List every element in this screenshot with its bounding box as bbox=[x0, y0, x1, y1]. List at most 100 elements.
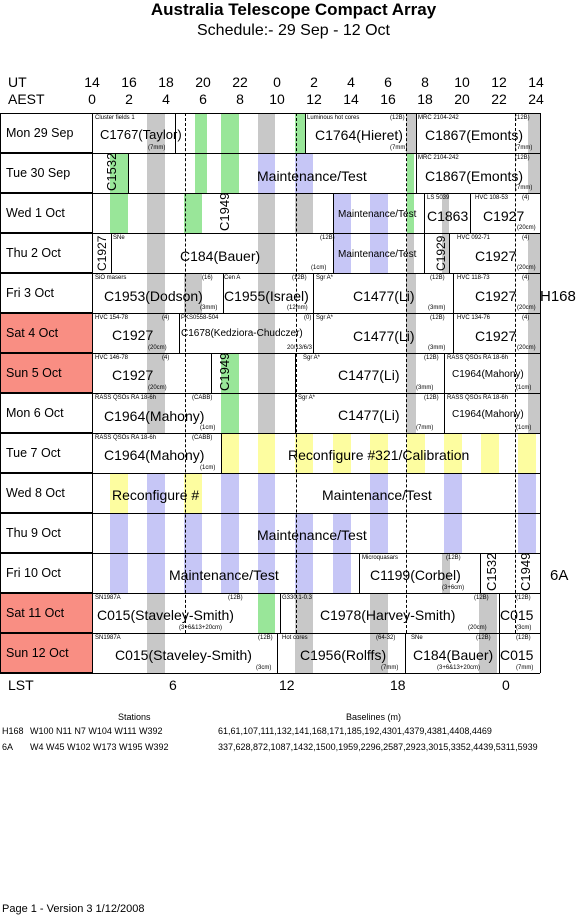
grid-vline bbox=[295, 353, 296, 393]
obs-block: C1964(Mahony) bbox=[452, 409, 524, 420]
ut-hour-label: 12 bbox=[491, 74, 507, 90]
grid-vline bbox=[305, 113, 306, 153]
time-stripe bbox=[184, 193, 202, 233]
ut-hour-label: 8 bbox=[421, 74, 429, 90]
grid-vline bbox=[540, 113, 541, 673]
obs-band: (3cm) bbox=[256, 665, 272, 671]
time-stripe bbox=[479, 633, 497, 673]
time-stripe bbox=[528, 233, 540, 273]
obs-source: LS 5039 bbox=[427, 195, 450, 201]
obs-block: Reconfigure # bbox=[112, 487, 200, 503]
ut-hour-label: 18 bbox=[158, 74, 174, 90]
time-stripe bbox=[295, 553, 313, 593]
obs-source: RASS QSOs RA 18-6h bbox=[95, 435, 157, 441]
ut-hour-label: 6 bbox=[384, 74, 392, 90]
obs-source: RASS QSOs RA 18-6h bbox=[447, 355, 509, 361]
time-stripe bbox=[147, 393, 165, 433]
ut-hour-label: 14 bbox=[528, 74, 544, 90]
time-stripe bbox=[258, 313, 275, 353]
config-stations: W100 N11 N7 W104 W111 W392 bbox=[30, 726, 163, 736]
obs-block: C1949 bbox=[217, 352, 232, 391]
obs-source: HVC 108-53 bbox=[475, 195, 509, 201]
obs-source: SN1987A bbox=[95, 595, 121, 601]
obs-block: C1927 bbox=[475, 248, 517, 264]
time-stripe bbox=[195, 113, 207, 153]
time-stripe bbox=[406, 113, 416, 153]
aest-hour-label: 12 bbox=[306, 91, 322, 107]
obs-source: Sgr A* bbox=[316, 315, 334, 321]
time-stripe bbox=[528, 393, 540, 433]
time-stripe bbox=[442, 193, 449, 233]
obs-block: C1956(Rolffs) bbox=[300, 647, 387, 663]
obs-block: C1927 bbox=[475, 328, 517, 344]
obs-count: (12B) bbox=[430, 275, 445, 281]
config-label-6a: 6A bbox=[550, 567, 569, 584]
grid-vline bbox=[277, 633, 278, 673]
obs-count: (4) bbox=[522, 315, 530, 321]
time-stripe bbox=[221, 473, 239, 513]
obs-block: C1927 bbox=[112, 367, 154, 383]
obs-block: C1767(Taylor) bbox=[100, 127, 182, 142]
grid-vline bbox=[128, 153, 129, 193]
ut-hour-label: 0 bbox=[273, 74, 281, 90]
time-stripe bbox=[258, 353, 275, 393]
time-stripe bbox=[147, 313, 165, 353]
obs-source: HVC 118-73 bbox=[457, 275, 490, 281]
obs-count: (12B) bbox=[515, 115, 530, 121]
aest-hour-label: 8 bbox=[236, 91, 244, 107]
time-stripe bbox=[221, 113, 239, 153]
lst-label: LST bbox=[8, 677, 34, 693]
time-stripe bbox=[147, 153, 165, 193]
grid-vline bbox=[92, 113, 93, 673]
obs-block: C1532 bbox=[484, 552, 499, 591]
ut-hour-label: 4 bbox=[347, 74, 355, 90]
day-label: Sat 4 Oct bbox=[0, 313, 92, 353]
grid-hline bbox=[0, 153, 540, 154]
time-stripe bbox=[147, 193, 165, 233]
config-baselines: 61,61,107,111,132,141,168,171,185,192,43… bbox=[218, 726, 492, 736]
time-stripe bbox=[295, 433, 313, 473]
time-stripe bbox=[333, 433, 351, 473]
time-stripe bbox=[258, 433, 275, 473]
obs-count: (CABB) bbox=[192, 395, 213, 401]
config-label-h168: H168 bbox=[540, 288, 576, 305]
time-stripe bbox=[479, 593, 497, 633]
ut-label: UT bbox=[8, 74, 27, 90]
time-stripe bbox=[195, 153, 207, 193]
obs-band: (3mm) bbox=[428, 305, 446, 311]
obs-band: (1cm) bbox=[516, 425, 532, 431]
obs-block: Maintenance/Test bbox=[257, 527, 367, 543]
grid-vline bbox=[0, 113, 1, 673]
obs-count: (12B) bbox=[430, 315, 445, 321]
time-stripe bbox=[370, 513, 388, 553]
obs-source: SiO masers bbox=[95, 275, 127, 281]
obs-count: (12B) bbox=[516, 595, 531, 601]
grid-hline bbox=[0, 193, 540, 194]
day-label: Tue 7 Oct bbox=[0, 433, 92, 473]
time-stripe bbox=[258, 273, 275, 313]
ut-hour-label: 2 bbox=[310, 74, 318, 90]
obs-block: Maintenance/Test bbox=[338, 209, 417, 220]
aest-hour-label: 24 bbox=[528, 91, 544, 107]
obs-block: C1929 bbox=[434, 235, 448, 271]
obs-count: (12B) bbox=[228, 595, 243, 601]
time-stripe bbox=[333, 193, 351, 233]
lst-tick: 18 bbox=[390, 677, 406, 693]
grid-vline bbox=[470, 193, 471, 233]
obs-block: C1953(Dodson) bbox=[104, 288, 203, 304]
config-baselines: 337,628,872,1087,1432,1500,1959,2296,258… bbox=[218, 742, 538, 752]
obs-band: (7mm) bbox=[515, 185, 533, 191]
grid-vline bbox=[223, 273, 224, 313]
obs-source: MRC 2104-242 bbox=[418, 155, 459, 161]
grid-vline bbox=[175, 113, 176, 153]
config-name: H168 bbox=[2, 726, 24, 736]
time-stripe bbox=[295, 593, 313, 633]
grid-vline bbox=[444, 393, 445, 433]
obs-block: Maintenance/Test bbox=[322, 487, 432, 503]
time-stripe bbox=[258, 193, 275, 233]
obs-source: Cluster fields 1 bbox=[95, 115, 135, 121]
time-stripe bbox=[481, 433, 499, 473]
time-stripe bbox=[333, 513, 351, 553]
time-stripe bbox=[147, 513, 165, 553]
time-stripe bbox=[295, 153, 313, 193]
